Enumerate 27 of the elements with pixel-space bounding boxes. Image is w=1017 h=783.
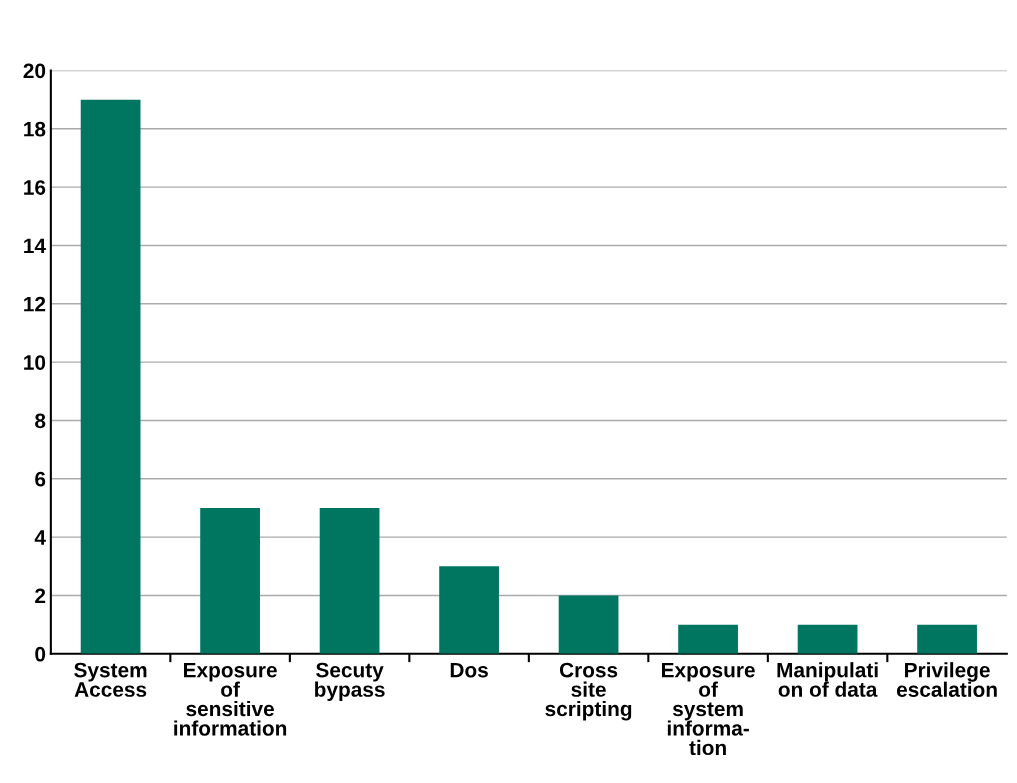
x-tick-label: System Access [74,662,147,697]
bar [439,566,499,654]
x-tick-label: Dos [450,662,488,678]
y-tick-label: 16 [24,180,46,195]
y-tick-label: 12 [24,296,46,312]
bar [80,99,141,654]
bar [678,624,738,654]
y-tick-label: 6 [35,471,46,487]
x-tick-label: Privilege escalation [896,662,997,697]
y-tick-label: 4 [34,530,46,545]
bar [558,595,619,654]
y-tick-label: 14 [24,238,46,254]
x-tick-label: Exposure of system informa- tion [662,662,755,756]
y-tick-label: 2 [35,588,46,604]
bar [319,507,380,654]
y-tick-label: 18 [24,121,46,137]
y-tick-label: 10 [24,355,46,370]
y-tick-label: 8 [35,413,46,429]
x-tick-label: Secuty bypass [315,662,385,701]
bar [797,624,858,654]
y-tick-label: 20 [23,63,46,79]
bar [917,624,977,654]
x-tick-label: Exposure of sensitive information [174,662,287,736]
bar [200,507,260,654]
x-tick-label: Cross site scripting [545,662,632,721]
x-tick-label: Manipulati on of data [777,662,878,697]
y-tick-label: 0 [35,646,46,662]
